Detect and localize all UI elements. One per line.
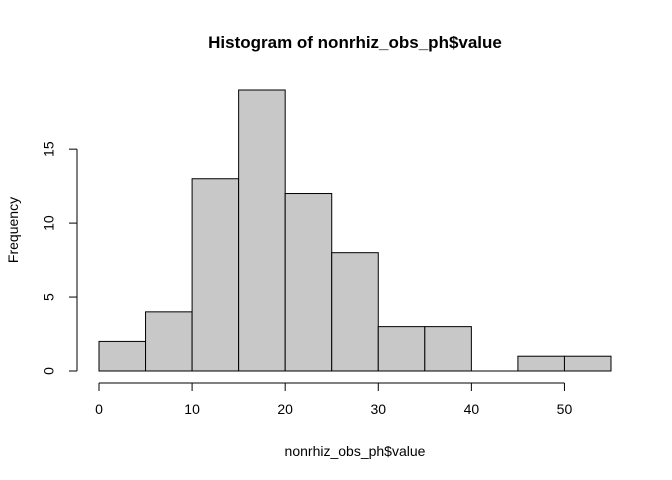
histogram-bar	[284, 193, 333, 372]
x-axis: 0 10 20 30 40 50	[95, 382, 573, 417]
x-tick-label: 40	[464, 401, 480, 417]
x-tick-label: 50	[557, 401, 573, 417]
histogram-bar	[424, 326, 472, 372]
x-tick-label: 0	[95, 401, 103, 417]
y-tick-label: 5	[41, 293, 57, 301]
histogram-bars	[98, 89, 612, 372]
x-tick-label: 20	[277, 401, 293, 417]
y-axis: 0 5 10 15	[41, 141, 78, 375]
y-tick-label: 10	[41, 215, 57, 231]
histogram-bar	[238, 89, 286, 372]
x-tick-label: 10	[184, 401, 200, 417]
histogram-bar	[331, 252, 379, 372]
histogram-bar	[145, 311, 193, 372]
histogram-bar	[377, 326, 426, 372]
x-tick-label: 30	[370, 401, 386, 417]
y-tick-label: 0	[41, 367, 57, 375]
chart-title: Histogram of nonrhiz_obs_ph$value	[208, 33, 502, 52]
histogram-bar	[191, 178, 240, 372]
histogram-bar	[517, 355, 565, 372]
y-axis-label: Frequency	[5, 197, 21, 263]
histogram-bar	[563, 355, 612, 372]
x-axis-label: nonrhiz_obs_ph$value	[285, 443, 426, 459]
y-tick-label: 15	[41, 141, 57, 157]
histogram-bar	[98, 340, 147, 372]
